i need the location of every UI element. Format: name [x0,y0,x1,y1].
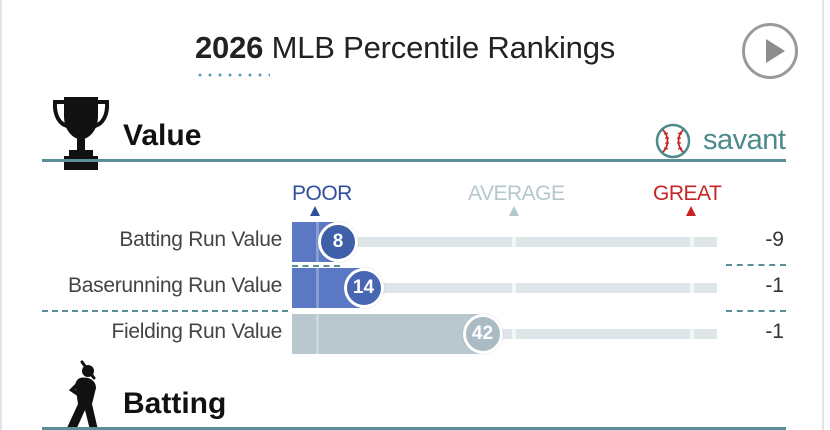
savant-brand-text: savant [703,124,786,156]
scale-label-poor: POOR [292,182,352,205]
track-tick-average [512,237,516,247]
metric-value: -1 [765,320,784,343]
scale-marker-average [509,206,519,216]
metric-value: -1 [765,274,784,297]
percentile-bubble: 42 [462,314,503,354]
track-tick-average [512,329,516,339]
scale-label-great: GREAT [653,182,722,205]
title-dotted-underline [195,73,270,77]
batter-icon [66,360,98,430]
play-button[interactable] [742,23,798,79]
play-icon [766,39,785,63]
row-separator-left [42,310,288,312]
title-text: MLB Percentile Rankings [263,30,616,65]
fill-divider [316,268,319,308]
track-tick-great [690,237,694,247]
scale-label-average: AVERAGE [468,182,565,205]
percentile-track [292,283,717,293]
percentile-bubble: 14 [343,268,384,308]
title-year: 2026 [195,30,264,65]
percentile-track [292,329,717,339]
section-title-value: Value [123,119,202,152]
track-tick-great [690,283,694,293]
metric-label: Batting Run Value [119,228,282,251]
metric-label: Baserunning Run Value [68,274,282,297]
section-title-batting: Batting [123,387,227,420]
percentile-fill [292,314,479,354]
scale-marker-great [686,206,696,216]
metric-value: -9 [765,228,784,251]
page-title: 2026 MLB Percentile Rankings [195,30,615,66]
baseball-icon [655,123,691,159]
percentile-bubble: 8 [318,222,358,262]
scale-marker-poor [310,206,320,216]
section-divider-value [42,159,786,162]
track-tick-great [690,329,694,339]
fill-divider [316,222,319,262]
row-separator-right [726,310,786,312]
row-separator-right [726,264,786,266]
row-separator-left [292,265,340,267]
percentile-track [292,237,717,247]
track-tick-average [512,283,516,293]
fill-divider [316,314,319,354]
metric-label: Fielding Run Value [111,320,283,343]
section-divider-batting [42,427,786,430]
panel-border-right [822,0,824,430]
panel-border-left [0,0,2,430]
